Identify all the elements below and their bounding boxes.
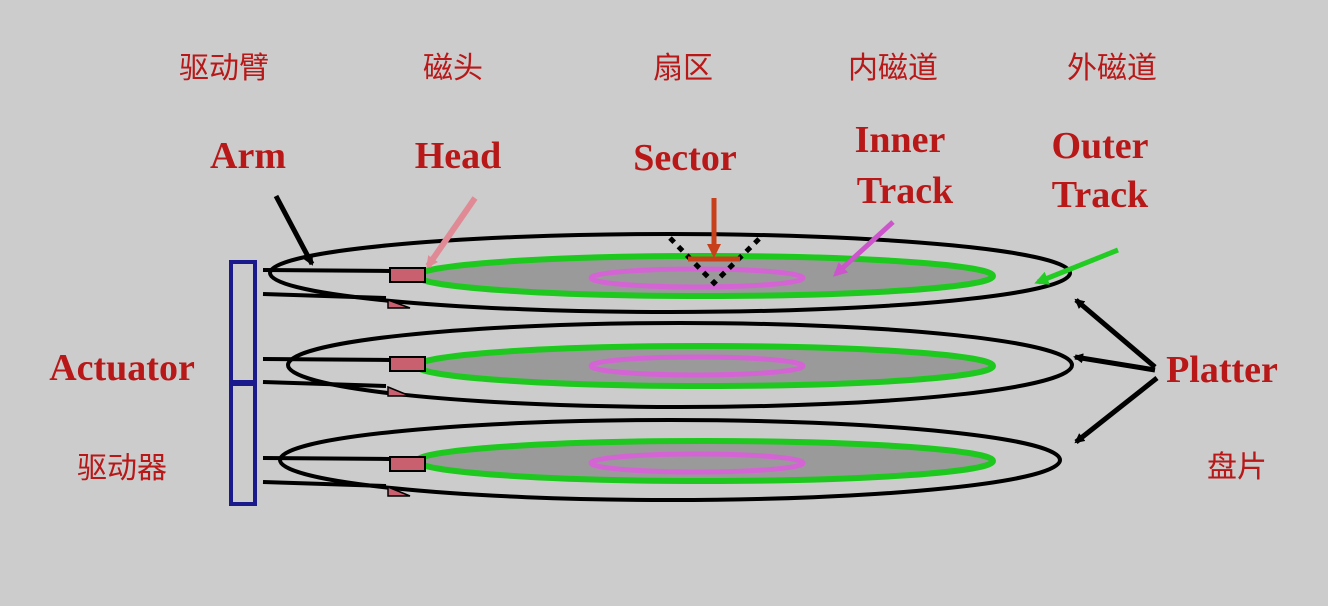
sector-wedge bbox=[668, 236, 762, 287]
platter-arrow-middle bbox=[1073, 353, 1156, 373]
inner-track-label-zh: 内磁道 bbox=[848, 51, 938, 86]
actuator-lower-block bbox=[229, 382, 257, 506]
head-3-lower bbox=[387, 485, 411, 497]
actuator-label-zh: 驱动器 bbox=[77, 451, 167, 486]
arm-assembly-1 bbox=[262, 268, 391, 300]
inner-track-arrow bbox=[833, 220, 895, 277]
arm-assembly-3 bbox=[262, 456, 391, 488]
platter-arrow-bottom bbox=[1074, 376, 1159, 444]
arm-label: Arm bbox=[210, 135, 286, 177]
actuator-upper-block bbox=[229, 260, 257, 384]
platter-surface bbox=[417, 346, 993, 386]
platter-arrow-top bbox=[1074, 298, 1157, 369]
head-2-lower bbox=[387, 385, 411, 397]
platter-label: Platter bbox=[1166, 349, 1278, 391]
head-label-zh: 磁头 bbox=[423, 51, 483, 86]
head-1-lower bbox=[387, 298, 411, 309]
inner-track-ring bbox=[588, 451, 806, 475]
sector-label-zh: 扇区 bbox=[653, 51, 713, 86]
head-2-upper bbox=[389, 356, 426, 372]
inner-track-ring bbox=[588, 354, 806, 378]
platter-2 bbox=[286, 321, 1074, 409]
head-3-upper bbox=[389, 456, 426, 472]
arm-assembly-2 bbox=[262, 357, 391, 388]
arm-arrow bbox=[273, 194, 315, 266]
platter-label-zh: 盘片 bbox=[1207, 450, 1267, 485]
head-label: Head bbox=[415, 135, 502, 177]
outer-track-label-line1: Outer bbox=[1051, 125, 1148, 167]
outer-track-label-zh: 外磁道 bbox=[1067, 51, 1157, 86]
platter-surface bbox=[417, 441, 993, 481]
head-1-upper bbox=[389, 267, 426, 283]
outer-track-arrow bbox=[1034, 247, 1119, 285]
arm-label-zh: 驱动臂 bbox=[179, 51, 269, 86]
inner-track-label-line2: Track bbox=[857, 170, 954, 212]
actuator-label: Actuator bbox=[49, 347, 195, 389]
inner-track-label-line1: Inner bbox=[855, 119, 946, 161]
head-arrow bbox=[425, 196, 478, 269]
outer-track-label-line2: Track bbox=[1052, 174, 1149, 216]
sector-label: Sector bbox=[633, 137, 737, 179]
